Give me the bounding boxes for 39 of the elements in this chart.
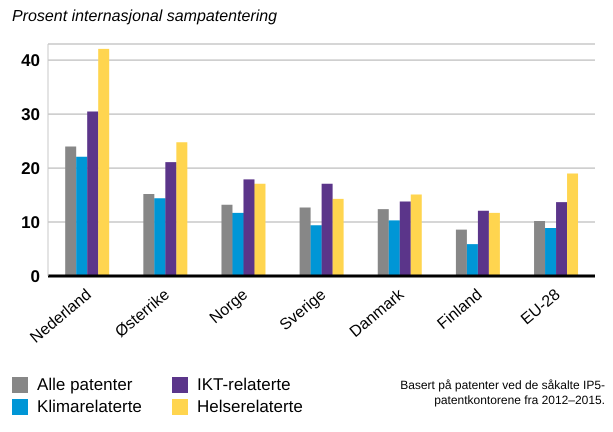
bar <box>322 184 333 276</box>
bar <box>456 230 467 276</box>
bar <box>378 209 389 276</box>
bar <box>556 202 568 276</box>
bar <box>466 244 478 276</box>
bar <box>310 225 322 276</box>
bar <box>65 146 76 276</box>
bar <box>165 162 176 276</box>
bar <box>87 111 98 276</box>
y-tick-label: 30 <box>21 105 40 124</box>
text: Basert på patenter ved de såkalte IP5-patentkontorene fra 2012–2015. <box>399 378 605 408</box>
bar <box>76 156 88 276</box>
bar <box>545 228 556 276</box>
bar <box>154 198 166 276</box>
bar <box>534 220 546 276</box>
bar <box>332 198 344 276</box>
bar <box>143 194 154 276</box>
legend-label: Helserelaterte <box>197 397 303 417</box>
y-axis-title: Prosent internasjonal sampatentering <box>12 8 278 26</box>
bar <box>410 194 422 276</box>
y-tick-label: 40 <box>21 51 40 70</box>
y-tick-label: 0 <box>30 267 40 286</box>
bar <box>567 173 578 276</box>
bar <box>254 184 266 276</box>
legend-label: Klimarelaterte <box>37 397 142 417</box>
legend-label: Alle patenter <box>37 375 132 395</box>
bar <box>232 212 244 276</box>
bar <box>400 202 411 276</box>
bar <box>98 48 110 276</box>
y-tick-label: 10 <box>21 213 40 232</box>
bar <box>478 210 489 276</box>
bar <box>243 179 254 276</box>
bar <box>176 142 188 276</box>
y-tick-label: 20 <box>21 159 40 178</box>
bar <box>388 220 400 276</box>
bar <box>221 204 232 276</box>
legend-label: IKT-relaterte <box>197 375 291 395</box>
bar <box>488 212 500 276</box>
bar <box>300 207 311 276</box>
